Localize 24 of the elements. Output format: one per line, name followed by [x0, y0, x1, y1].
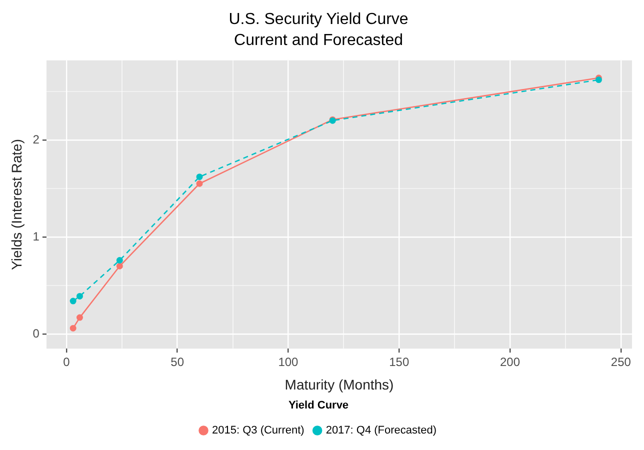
point [116, 257, 123, 264]
chart-subtitle: Current and Forecasted [234, 32, 403, 50]
x-tick-label: 0 [63, 355, 70, 370]
legend-label: 2015: Q3 (Current) [212, 424, 304, 437]
y-tick-label: 0 [32, 326, 40, 340]
point [76, 292, 83, 300]
y-axis-title: Yields (Interest Rate) [8, 139, 24, 270]
x-tick-label: 150 [389, 355, 410, 370]
x-tick-label: 250 [610, 355, 632, 370]
point [70, 298, 76, 304]
point [196, 180, 203, 187]
y-tick-label: 1 [32, 229, 40, 244]
legend-title: Yield Curve [288, 399, 349, 412]
chart-title: U.S. Security Yield Curve [228, 11, 408, 28]
point [116, 262, 123, 270]
x-tick-label: 100 [278, 355, 299, 370]
point [70, 324, 76, 332]
point [76, 314, 83, 321]
x-tick-label: 200 [500, 355, 520, 370]
x-tick-label: 50 [170, 355, 184, 370]
x-axis-title: Maturity (Months) [284, 376, 394, 392]
y-tick-label: 2 [32, 132, 40, 146]
point [196, 174, 203, 180]
legend-label: 2017: Q4 (Forecasted) [326, 424, 436, 437]
